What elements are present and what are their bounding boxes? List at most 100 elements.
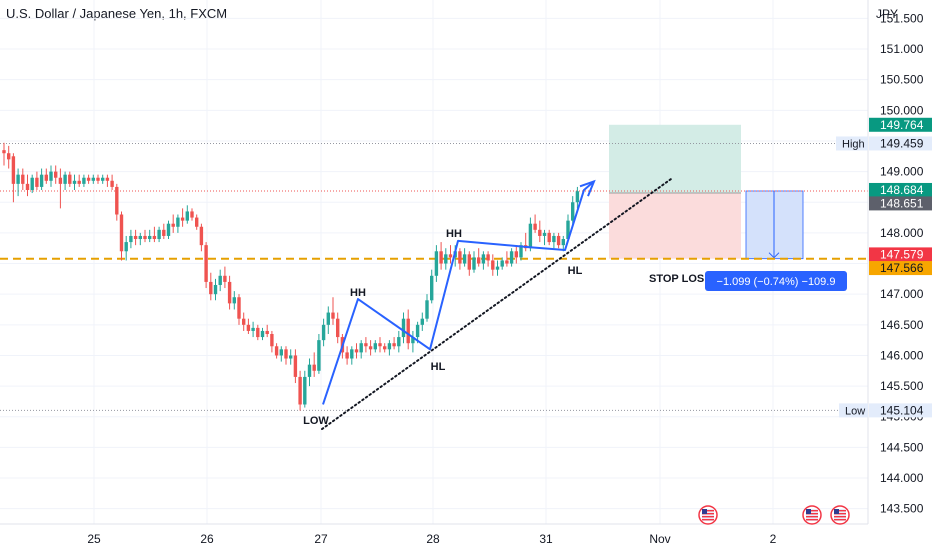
us-flag-stripe	[834, 510, 846, 512]
candle-body	[25, 183, 30, 190]
candle-body	[105, 177, 110, 181]
candle-body	[237, 297, 241, 319]
candle-body	[7, 153, 11, 160]
candle-body	[16, 174, 20, 184]
candle-body	[166, 223, 171, 236]
candle-body	[336, 318, 340, 338]
measure-label-box	[705, 271, 847, 291]
high-tag	[836, 136, 868, 151]
time-axis[interactable]: 25 26 27 28 31 Nov 2	[0, 505, 868, 546]
candle-body	[152, 235, 157, 240]
price-tick-label: 151.500	[880, 11, 924, 25]
candle-body	[101, 177, 105, 181]
candle-body	[571, 202, 575, 221]
stop-price-badge-b-text: 147.566	[880, 261, 924, 275]
candle-body	[82, 177, 86, 184]
candle-body	[246, 324, 251, 331]
candle-body	[354, 349, 359, 353]
price-tick-label: 151.000	[880, 42, 924, 56]
candle-body	[509, 251, 514, 264]
candle-body	[68, 174, 72, 184]
candle-body	[467, 254, 471, 270]
candle-body	[138, 235, 142, 240]
time-tick-label: 28	[426, 532, 440, 546]
us-flag-stripe	[806, 516, 818, 518]
candle-body	[63, 174, 67, 184]
trend-line	[321, 177, 673, 431]
drawings	[321, 177, 673, 431]
candle-body	[538, 229, 542, 236]
candle-body	[368, 346, 373, 350]
stop-zone	[609, 192, 741, 259]
target-price-badge	[869, 117, 932, 132]
price-tick-label: 150.000	[880, 103, 924, 117]
candle-body	[307, 364, 312, 377]
target-zone	[609, 124, 741, 193]
us-flag-stripe	[834, 519, 846, 521]
candle-body	[425, 300, 429, 319]
candle-body	[213, 284, 218, 295]
candle-body	[260, 330, 265, 338]
high-price-badge	[869, 136, 932, 151]
candle-body	[495, 266, 500, 270]
candle-body	[21, 174, 25, 184]
candle-body	[227, 281, 232, 304]
candle-body	[2, 150, 6, 154]
stop-loss-label: STOP LOS	[649, 273, 704, 285]
candle-body	[378, 343, 382, 347]
candle-body	[373, 343, 377, 350]
time-tick-label: Nov	[649, 532, 670, 546]
candle-body	[472, 257, 476, 270]
us-flag-canton	[806, 509, 811, 514]
high-price-badge-text: 149.459	[880, 136, 924, 150]
candle-body	[209, 281, 213, 295]
candle-body	[58, 177, 63, 184]
candle-body	[195, 217, 199, 227]
candle-body	[514, 251, 518, 258]
candle-body	[528, 223, 533, 249]
candle-body	[345, 352, 349, 359]
us-flag-stripe	[702, 513, 714, 515]
candle-body	[321, 324, 326, 341]
price-tick-label: 145.500	[880, 379, 924, 393]
candle-body	[49, 171, 53, 181]
price-axis[interactable]: 143.500144.000144.500145.000145.500146.0…	[836, 0, 932, 524]
structure-line	[322, 180, 595, 405]
swing-label: HL	[568, 265, 583, 277]
candle-body	[39, 174, 44, 187]
swing-label: HL	[431, 361, 446, 373]
high-tag-text: High	[842, 138, 865, 150]
candle-body	[552, 235, 556, 243]
candle-body	[185, 211, 189, 221]
candle-body	[420, 318, 424, 325]
candle-body	[448, 254, 453, 258]
candle-body	[411, 337, 415, 344]
candle-body	[519, 245, 523, 258]
candle-body	[359, 343, 363, 353]
candle-body	[439, 251, 443, 264]
candle-body	[223, 275, 227, 282]
candle-body	[232, 297, 236, 304]
candle-body	[96, 177, 100, 181]
reference-lines	[0, 142, 868, 411]
low-price-badge	[869, 403, 932, 418]
candle-body	[44, 174, 48, 181]
candle-body	[190, 211, 194, 218]
candle-body	[35, 177, 39, 187]
candle-body	[289, 355, 293, 359]
us-flag-stripe	[702, 510, 714, 512]
price-tick-label: 147.000	[880, 287, 924, 301]
candle-body	[458, 251, 462, 264]
candle-body	[312, 364, 316, 371]
candle-body	[566, 220, 570, 240]
last-price-text: 148.684	[880, 183, 924, 197]
price-tick-label: 146.500	[880, 318, 924, 332]
price-tick-label: 146.000	[880, 348, 924, 362]
swing-label: LOW	[303, 415, 329, 427]
time-tick-label: 26	[200, 532, 214, 546]
candle-body	[575, 191, 580, 203]
time-tick-label: 2	[770, 532, 777, 546]
position-zones	[609, 124, 804, 260]
price-tick-label: 143.500	[880, 502, 924, 516]
